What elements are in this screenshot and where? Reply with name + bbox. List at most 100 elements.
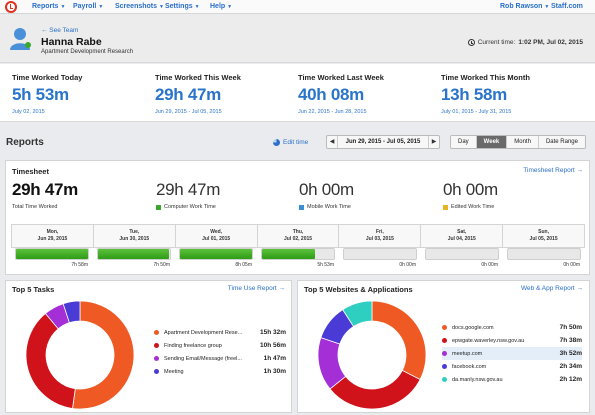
- legend-dot: [442, 364, 447, 369]
- day-time: 0h 00m: [399, 262, 416, 268]
- day-bar-track: [15, 248, 89, 260]
- time-stats: Time Worked Today 5h 53m July 02, 2015 Time…: [0, 64, 595, 122]
- legend-name: epwgate.waverley.nsw.gov.au: [452, 337, 525, 344]
- day-time: 7h 50m: [153, 262, 170, 268]
- stat-card: Time Worked Last Week 40h 08m Jun 22, 2015…: [298, 73, 438, 115]
- period-selector: Day Week Month Date Range: [450, 135, 586, 149]
- nav-label[interactable]: Help: [210, 3, 226, 10]
- tasks-legend-item[interactable]: Finding freelance group 10h 56m: [154, 339, 286, 352]
- prev-week-button[interactable]: ◀: [329, 139, 335, 145]
- websites-legend-item[interactable]: epwgate.waverley.nsw.gov.au 7h 38m: [442, 334, 582, 347]
- timesheet-total-label: Edited Work Time: [443, 204, 494, 210]
- day-headers: Mon, Jun 29, 2015 Tue, Jun 30, 2015 Wed, Jul …: [11, 224, 585, 248]
- nav-label[interactable]: Reports: [32, 3, 59, 10]
- day-bar[interactable]: 7h 58m: [11, 248, 93, 272]
- time-use-report-link[interactable]: Time Use Report →: [227, 285, 285, 292]
- profile-header: ← See Team Hanna Rabe Apartment Developm…: [0, 15, 595, 63]
- nav-reports[interactable]: Reports ▼: [32, 3, 65, 10]
- legend-swatch: [299, 204, 304, 210]
- websites-legend-item[interactable]: meetup.com 3h 52m: [442, 347, 582, 360]
- chevron-down-icon: ▼: [98, 3, 104, 10]
- timesheet-total-value: 29h 47m: [156, 180, 221, 199]
- websites-legend-item[interactable]: da.manly.nsw.gov.au 2h 12m: [442, 373, 582, 386]
- chevron-down-icon: ▼: [227, 3, 233, 10]
- edit-time-link[interactable]: Edit time: [273, 139, 308, 146]
- website-slice[interactable]: [342, 300, 373, 327]
- user-name[interactable]: Rob Rawson: [500, 3, 543, 10]
- websites-legend-item[interactable]: docs.google.com 7h 50m: [442, 321, 582, 334]
- stat-label: Time Worked Today: [12, 73, 83, 82]
- nav-settings[interactable]: Settings ▼: [165, 3, 200, 10]
- see-team-link[interactable]: ← See Team: [41, 27, 79, 34]
- nav-label[interactable]: Screenshots: [115, 3, 158, 10]
- website-slice[interactable]: [371, 300, 427, 381]
- timesheet-total-label: Computer Work Time: [156, 204, 216, 210]
- employee-department: Apartment Development Research: [41, 49, 134, 55]
- legend-dot: [154, 330, 159, 335]
- legend-time: 7h 38m: [559, 337, 582, 344]
- tasks-legend-item[interactable]: Meeting 1h 30m: [154, 365, 286, 378]
- tasks-legend-item[interactable]: Sending Email/Message (freel... 1h 47m: [154, 352, 286, 365]
- day-bar-fill: [98, 249, 169, 259]
- websites-donut-chart: [317, 300, 427, 410]
- stat-card: Time Worked Today 5h 53m July 02, 2015: [12, 73, 152, 115]
- day-bar[interactable]: 0h 00m: [421, 248, 503, 272]
- avatar-icon: [10, 28, 31, 50]
- day-bar-fill: [180, 249, 252, 259]
- timesheet-panel: Timesheet Timesheet Report → 29h 47m Tota…: [5, 160, 590, 275]
- nav-help[interactable]: Help ▼: [210, 3, 232, 10]
- legend-dot: [442, 351, 447, 356]
- tasks-legend-item[interactable]: Apartment Development Rese... 15h 32m: [154, 326, 286, 339]
- task-slice[interactable]: [72, 300, 135, 410]
- period-week[interactable]: Week: [475, 136, 507, 148]
- legend-time: 10h 56m: [259, 342, 286, 349]
- date-range-label[interactable]: Jun 29, 2015 - Jul 05, 2015: [337, 136, 429, 148]
- user-menu[interactable]: Rob Rawson ▼: [500, 3, 549, 10]
- next-week-button[interactable]: ▶: [431, 139, 437, 145]
- legend-swatch: [156, 204, 161, 210]
- legend-time: 2h 34m: [559, 363, 582, 370]
- top-tasks-panel: Top 5 Tasks Time Use Report → Apartment …: [5, 280, 292, 413]
- day-time: 7h 58m: [71, 262, 88, 268]
- day-header: Tue, Jun 30, 2015: [92, 225, 175, 247]
- legend-time: 7h 50m: [559, 324, 582, 331]
- task-slice[interactable]: [25, 312, 76, 409]
- tasks-title: Top 5 Tasks: [12, 285, 55, 294]
- day-header: Wed, Jul 01, 2015: [174, 225, 257, 247]
- web-app-report-link[interactable]: Web & App Report →: [520, 285, 583, 292]
- day-bar[interactable]: 8h 05m: [175, 248, 257, 272]
- employee-name: Hanna Rabe: [41, 36, 102, 48]
- nav-payroll[interactable]: Payroll ▼: [73, 3, 103, 10]
- legend-time: 2h 12m: [559, 376, 582, 383]
- day-time: 0h 00m: [481, 262, 498, 268]
- period-day[interactable]: Day: [451, 136, 476, 148]
- nav-screenshots[interactable]: Screenshots ▼: [115, 3, 164, 10]
- legend-name: Finding freelance group: [164, 342, 222, 349]
- nav-label[interactable]: Settings: [165, 3, 193, 10]
- current-time: Current time: 1:02 PM, Jul 02, 2015: [467, 39, 583, 46]
- day-bar-track: [343, 248, 417, 260]
- timesheet-report-link[interactable]: Timesheet Report →: [523, 167, 583, 174]
- websites-legend-item[interactable]: facebook.com 2h 34m: [442, 360, 582, 373]
- task-slice[interactable]: [62, 300, 81, 324]
- day-bar[interactable]: 5h 53m: [257, 248, 339, 272]
- day-bars: 7h 58m 7h 50m 8h 05m 5h 53m 0h 00m 0h 00m 0h 0…: [11, 248, 585, 272]
- site-link[interactable]: Staff.com: [551, 3, 583, 10]
- day-bar[interactable]: 7h 50m: [93, 248, 175, 272]
- stat-range: July 01, 2015 - July 31, 2015: [441, 109, 512, 115]
- period-month[interactable]: Month: [506, 136, 538, 148]
- chevron-down-icon: ▼: [159, 3, 164, 10]
- period-date-range[interactable]: Date Range: [537, 136, 585, 148]
- day-bar[interactable]: 0h 00m: [339, 248, 421, 272]
- nav-label[interactable]: Payroll: [73, 3, 97, 10]
- day-bar-track: [425, 248, 499, 260]
- app-logo-icon[interactable]: [5, 1, 17, 13]
- day-bar[interactable]: 0h 00m: [503, 248, 585, 272]
- day-header: Sun, Jul 05, 2015: [502, 225, 584, 247]
- stat-range: Jun 22, 2015 - Jun 28, 2015: [298, 109, 367, 115]
- day-header: Mon, Jun 29, 2015: [37, 229, 68, 242]
- stat-range: July 02, 2015: [12, 109, 45, 115]
- legend-name: facebook.com: [452, 363, 487, 370]
- legend-name: Sending Email/Message (freel...: [164, 355, 242, 362]
- legend-dot: [442, 325, 447, 330]
